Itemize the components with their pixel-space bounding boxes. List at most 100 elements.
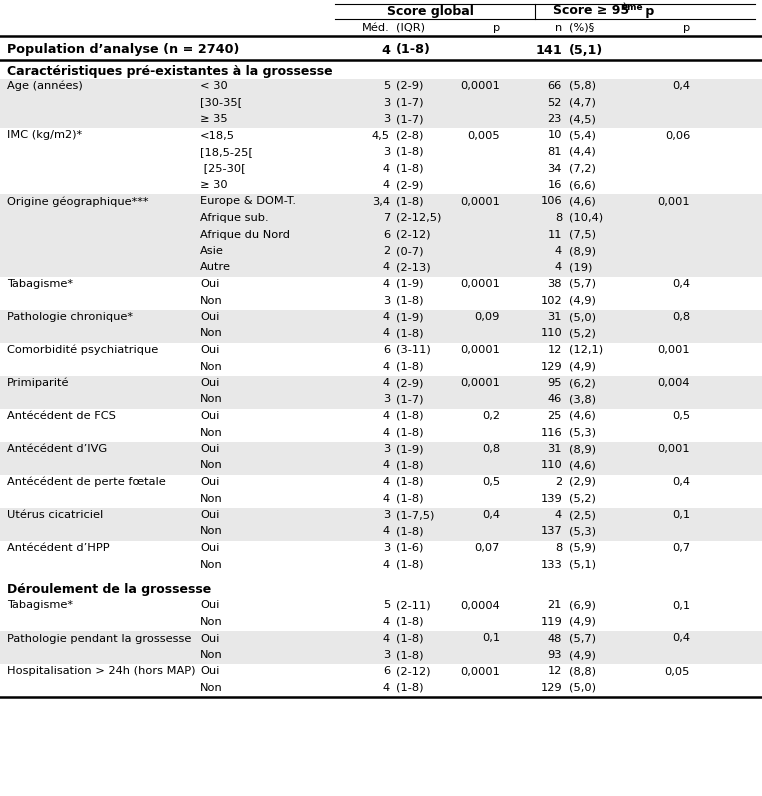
Text: Score ≥ 95: Score ≥ 95 [553,5,629,18]
Text: 5: 5 [383,81,390,91]
Text: Oui: Oui [200,312,219,322]
Text: 31: 31 [548,312,562,322]
Text: 31: 31 [548,444,562,454]
Text: 0,5: 0,5 [672,411,690,421]
Bar [0,111,762,128]
Text: 48: 48 [548,634,562,643]
Text: ème: ème [622,2,644,11]
Text: 12: 12 [548,345,562,355]
Text: 0,05: 0,05 [664,666,690,677]
Text: 4: 4 [383,263,390,272]
Text: Tabagisme*: Tabagisme* [7,279,73,289]
Text: (1-8): (1-8) [396,634,424,643]
Text: 3: 3 [383,295,390,306]
Text: 5: 5 [383,600,390,611]
Text: 46: 46 [548,395,562,404]
Text: (5,0): (5,0) [569,312,596,322]
Text: ≥ 35: ≥ 35 [200,114,228,124]
Bar [0,244,762,260]
Text: (1-8): (1-8) [396,526,424,537]
Text: 4: 4 [383,526,390,537]
Text: 4: 4 [383,312,390,322]
Text: (4,9): (4,9) [569,650,596,660]
Text: 0,1: 0,1 [672,510,690,520]
Text: Tabagisme*: Tabagisme* [7,600,73,611]
Text: 7: 7 [383,213,390,223]
Text: 0,09: 0,09 [475,312,500,322]
Text: (5,8): (5,8) [569,81,596,91]
Text: 0,06: 0,06 [664,131,690,141]
Text: (5,3): (5,3) [569,427,596,438]
Text: 3: 3 [383,147,390,157]
Text: 16: 16 [548,180,562,190]
Text: Oui: Oui [200,411,219,421]
Text: Oui: Oui [200,378,219,388]
Text: 6: 6 [383,345,390,355]
Text: 4: 4 [555,510,562,520]
Text: 8: 8 [555,213,562,223]
Text: 4: 4 [383,411,390,421]
Text: (1-7): (1-7) [396,395,424,404]
Bar [0,524,762,540]
Text: p: p [683,23,690,33]
Text: 3: 3 [383,543,390,553]
Text: 3: 3 [383,650,390,660]
Text: 141: 141 [535,44,562,57]
Bar [0,310,762,326]
Text: (1-8): (1-8) [396,163,424,174]
Text: 0,0001: 0,0001 [460,279,500,289]
Text: Oui: Oui [200,279,219,289]
Text: (1-7): (1-7) [396,114,424,124]
Text: (0-7): (0-7) [396,246,424,256]
Text: 11: 11 [548,229,562,240]
Text: (6,2): (6,2) [569,378,596,388]
Text: 4: 4 [383,427,390,438]
Text: 0,0004: 0,0004 [460,600,500,611]
Bar [0,508,762,524]
Text: (5,0): (5,0) [569,683,596,693]
Text: IMC (kg/m2)*: IMC (kg/m2)* [7,131,82,141]
Text: 4: 4 [383,461,390,470]
Text: Origine géographique***: Origine géographique*** [7,197,149,207]
Text: 3: 3 [383,510,390,520]
Text: 6: 6 [383,229,390,240]
Text: 3: 3 [383,97,390,107]
Text: 66: 66 [548,81,562,91]
Text: Hospitalisation > 24h (hors MAP): Hospitalisation > 24h (hors MAP) [7,666,196,677]
Text: Oui: Oui [200,510,219,520]
Bar [0,260,762,276]
Bar [0,326,762,342]
Text: (IQR): (IQR) [396,23,425,33]
Text: Non: Non [200,617,223,627]
Text: Afrique sub.: Afrique sub. [200,213,269,223]
Text: Antécédent de perte fœtale: Antécédent de perte fœtale [7,477,166,487]
Text: (7,2): (7,2) [569,163,596,174]
Text: 4: 4 [381,44,390,57]
Text: (1-8): (1-8) [396,44,431,57]
Text: (4,6): (4,6) [569,197,596,206]
Text: Non: Non [200,494,223,504]
Text: (8,8): (8,8) [569,666,596,677]
Text: 0,5: 0,5 [482,477,500,487]
Text: (12,1): (12,1) [569,345,604,355]
Bar [0,211,762,227]
Text: Oui: Oui [200,477,219,487]
Text: (2,5): (2,5) [569,510,596,520]
Text: 95: 95 [548,378,562,388]
Text: 93: 93 [548,650,562,660]
Text: (1-9): (1-9) [396,444,424,454]
Text: (1-7): (1-7) [396,97,424,107]
Text: (4,6): (4,6) [569,461,596,470]
Text: 4: 4 [383,683,390,693]
Text: (4,9): (4,9) [569,361,596,372]
Text: 81: 81 [548,147,562,157]
Text: 4: 4 [383,279,390,289]
Text: Non: Non [200,295,223,306]
Text: n: n [555,23,562,33]
Text: (6,6): (6,6) [569,180,596,190]
Text: 4: 4 [555,263,562,272]
Text: 2: 2 [555,477,562,487]
Text: (2-9): (2-9) [396,81,424,91]
Text: Antécédent de FCS: Antécédent de FCS [7,411,116,421]
Text: (2-9): (2-9) [396,180,424,190]
